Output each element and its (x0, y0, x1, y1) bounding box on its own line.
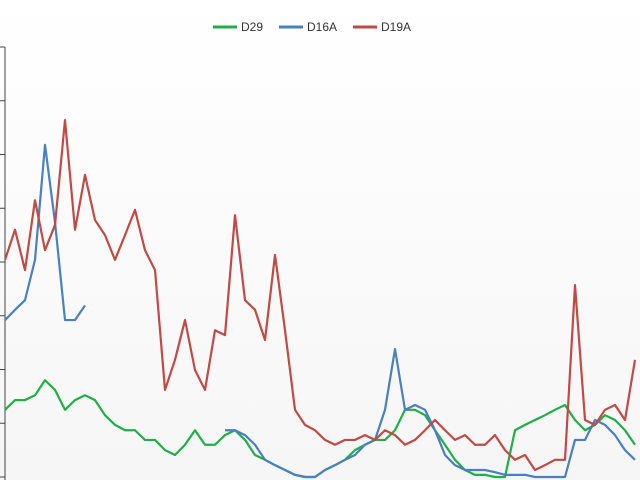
legend-label: D16A (307, 20, 337, 34)
legend-label: D19A (381, 20, 411, 34)
legend-label: D29 (241, 20, 263, 34)
series-line (5, 119, 637, 472)
plot (5, 119, 637, 479)
series-line (5, 143, 636, 479)
